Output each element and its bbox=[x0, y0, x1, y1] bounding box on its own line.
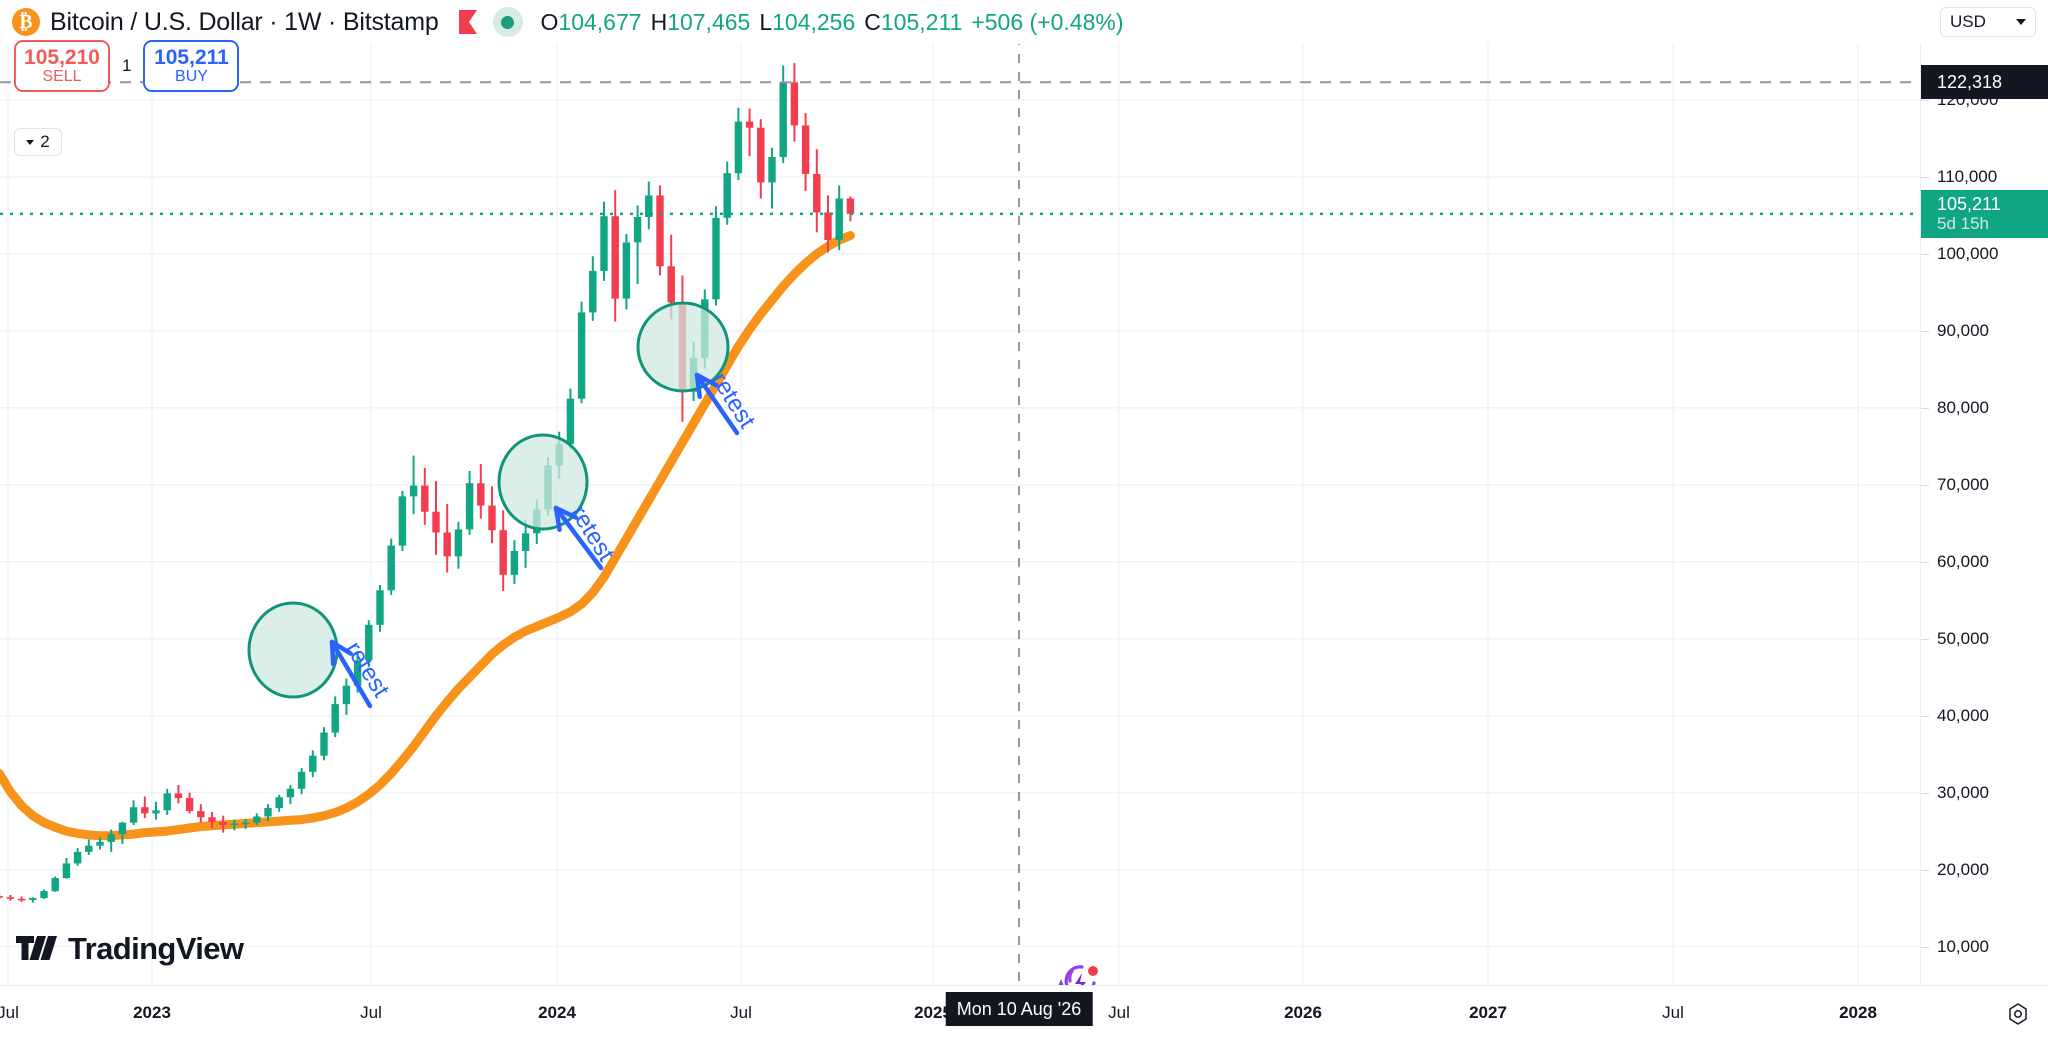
bitcoin-icon: ₿ bbox=[12, 8, 40, 36]
time-tick: 2028 bbox=[1839, 1003, 1877, 1022]
quantity-dropdown[interactable]: 2 bbox=[14, 128, 62, 156]
time-tick: Jul bbox=[1108, 1003, 1130, 1022]
price-axis[interactable]: 130,000120,000110,000100,00090,00080,000… bbox=[1920, 0, 2048, 985]
chart-header: ₿ Bitcoin / U.S. Dollar · 1W · Bitstamp … bbox=[0, 0, 2048, 44]
moving-average-line bbox=[0, 231, 855, 841]
time-tick: Jul bbox=[0, 1003, 19, 1022]
time-tick: 2027 bbox=[1469, 1003, 1507, 1022]
price-tick: 110,000 bbox=[1937, 166, 1998, 186]
last-price-badge[interactable]: 105,211 5d 15h bbox=[1921, 189, 2048, 238]
time-crosshair-label: Mon 10 Aug '26 bbox=[945, 992, 1093, 1026]
price-tick: 50,000 bbox=[1937, 628, 1989, 648]
price-tick: 10,000 bbox=[1937, 936, 1989, 956]
price-tick: 80,000 bbox=[1937, 397, 1989, 417]
buy-button[interactable]: 105,211 BUY bbox=[143, 40, 240, 92]
price-tick-mark bbox=[1921, 869, 1929, 871]
retest-annotation-2[interactable]: retest bbox=[497, 433, 620, 571]
price-tick: 60,000 bbox=[1937, 551, 1989, 571]
symbol-title[interactable]: Bitcoin / U.S. Dollar · 1W · Bitstamp bbox=[50, 7, 439, 36]
ohlc-values: O104,677 H107,465 L104,256 C105,211 +506 (+0… bbox=[541, 9, 1124, 36]
clock-icon[interactable] bbox=[2006, 1002, 2030, 1026]
price-tick-mark bbox=[1921, 792, 1929, 794]
time-tick: 2023 bbox=[133, 1003, 171, 1022]
sell-button[interactable]: 105,210 SELL bbox=[14, 40, 110, 92]
price-tick-mark bbox=[1921, 100, 1929, 102]
price-tick-mark bbox=[1921, 176, 1929, 178]
tradingview-logo-text: TradingView bbox=[68, 931, 244, 966]
buy-price: 105,211 bbox=[154, 45, 229, 69]
price-tick: 90,000 bbox=[1937, 320, 1989, 340]
time-tick: 2024 bbox=[538, 1003, 576, 1022]
time-tick: 2025 bbox=[914, 1003, 952, 1022]
candlestick-series bbox=[0, 63, 855, 903]
retest-annotation-1[interactable]: retest bbox=[247, 601, 395, 709]
price-tick-mark bbox=[1921, 330, 1929, 332]
chevron-down-icon bbox=[2016, 19, 2026, 25]
price-tick: 20,000 bbox=[1937, 859, 1989, 879]
tradingview-logo: TradingView bbox=[16, 931, 244, 967]
red-flag-icon[interactable] bbox=[457, 9, 479, 35]
ohlc-close-value: 105,211 bbox=[880, 8, 963, 35]
ohlc-high-value: 107,465 bbox=[667, 8, 751, 35]
ohlc-low-value: 104,256 bbox=[772, 8, 856, 35]
quantity-dropdown-value: 2 bbox=[40, 132, 50, 151]
price-tick-mark bbox=[1921, 715, 1929, 717]
ohlc-low-label: L bbox=[759, 8, 773, 35]
time-axis[interactable]: Jul 2023 Jul 2024 Jul 2025 Jul 2026 2027 Jul 2028 M… bbox=[0, 985, 2048, 1042]
time-tick: Jul bbox=[360, 1003, 382, 1022]
price-tick-mark bbox=[1921, 946, 1929, 948]
sell-label: SELL bbox=[42, 67, 82, 85]
chart-pane[interactable]: retest retest retest bbox=[0, 0, 1920, 985]
bar-countdown: 5d 15h bbox=[1937, 214, 1989, 234]
price-tick: 100,000 bbox=[1937, 243, 1999, 263]
buy-label: BUY bbox=[175, 67, 208, 85]
price-tick-mark bbox=[1921, 484, 1929, 486]
ohlc-high-label: H bbox=[650, 8, 668, 35]
currency-select-value: USD bbox=[1950, 12, 1986, 31]
time-tick: 2026 bbox=[1284, 1003, 1322, 1022]
price-tick-mark bbox=[1921, 638, 1929, 640]
last-price-value: 105,211 bbox=[1937, 193, 2001, 214]
ohlc-open-label: O bbox=[540, 8, 559, 35]
price-crosshair-label: 122,318 bbox=[1921, 65, 2048, 100]
trade-panel: 105,210 SELL 1 105,211 BUY bbox=[14, 40, 240, 92]
ohlc-close-label: C bbox=[864, 8, 881, 35]
price-tick: 70,000 bbox=[1937, 474, 1989, 494]
ohlc-change-value: +506 (+0.48%) bbox=[971, 8, 1124, 35]
chart-gridlines bbox=[0, 22, 1920, 948]
chevron-down-icon bbox=[26, 139, 35, 145]
time-tick: Jul bbox=[730, 1003, 752, 1022]
market-open-dot-icon[interactable] bbox=[492, 7, 523, 37]
currency-select[interactable]: USD bbox=[1940, 7, 2036, 37]
price-tick: 30,000 bbox=[1937, 782, 1989, 802]
price-tick-mark bbox=[1921, 561, 1929, 563]
ohlc-open-value: 104,677 bbox=[558, 8, 642, 35]
price-tick-mark bbox=[1921, 407, 1929, 409]
sell-price: 105,210 bbox=[24, 45, 100, 69]
chart-vertical-gridlines bbox=[7, 0, 1859, 985]
trade-quantity[interactable]: 1 bbox=[122, 56, 132, 75]
price-tick: 40,000 bbox=[1937, 705, 1989, 725]
tradingview-logo-icon bbox=[16, 936, 57, 960]
price-tick-mark bbox=[1921, 253, 1929, 255]
time-tick: Jul bbox=[1662, 1003, 1684, 1022]
